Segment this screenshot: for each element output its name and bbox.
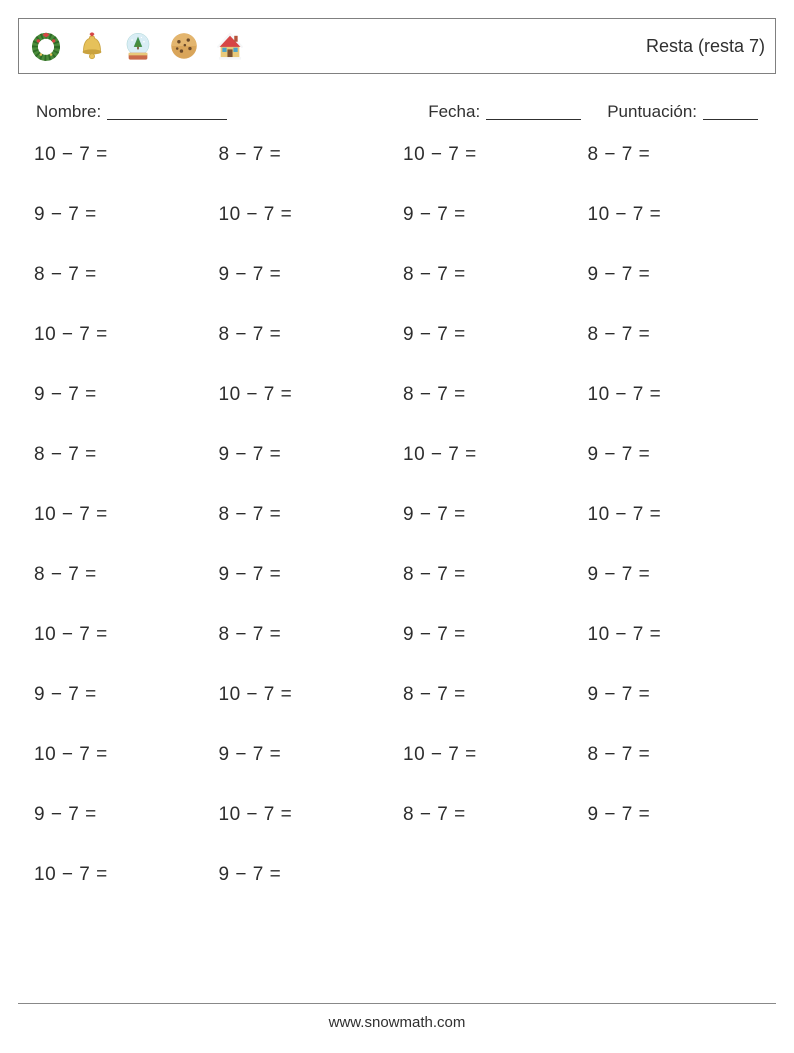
problem: 9 − 7 = (219, 444, 392, 466)
problem: 8 − 7 = (403, 804, 576, 826)
problem: 8 − 7 = (403, 264, 576, 286)
worksheet-title: Resta (resta 7) (646, 36, 765, 57)
problem: 9 − 7 = (588, 264, 761, 286)
problem: 10 − 7 = (219, 384, 392, 406)
problem: 9 − 7 = (588, 564, 761, 586)
problem: 10 − 7 = (588, 624, 761, 646)
problem: 8 − 7 = (588, 144, 761, 166)
problem: 8 − 7 = (219, 144, 392, 166)
problem: 9 − 7 = (34, 204, 207, 226)
problem: 10 − 7 = (403, 444, 576, 466)
meta-name: Nombre: (36, 100, 227, 122)
problem: 9 − 7 = (588, 444, 761, 466)
problem: 9 − 7 = (219, 744, 392, 766)
problem: 8 − 7 = (34, 444, 207, 466)
problem: 8 − 7 = (403, 684, 576, 706)
problem: 10 − 7 = (34, 504, 207, 526)
header-box: Resta (resta 7) (18, 18, 776, 74)
problem: 9 − 7 = (34, 384, 207, 406)
bell-icon (75, 29, 109, 63)
meta-right: Fecha: Puntuación: (428, 100, 758, 122)
problem: 9 − 7 = (219, 264, 392, 286)
problem: 9 − 7 = (588, 804, 761, 826)
name-blank (107, 103, 227, 120)
score-label: Puntuación: (607, 102, 697, 122)
problem: 8 − 7 = (403, 564, 576, 586)
date-label: Fecha: (428, 102, 480, 122)
problems-grid: 10 − 7 = 8 − 7 = 10 − 7 = 8 − 7 = 9 − 7 = 10 … (34, 144, 760, 886)
problem: 8 − 7 = (34, 264, 207, 286)
date-blank (486, 103, 581, 120)
problem: 9 − 7 = (34, 804, 207, 826)
name-label: Nombre: (36, 102, 101, 122)
house-icon (213, 29, 247, 63)
problem: 8 − 7 = (588, 744, 761, 766)
problem: 10 − 7 = (34, 624, 207, 646)
worksheet-page: Resta (resta 7) Nombre: Fecha: Puntuació… (0, 0, 794, 1053)
problem: 8 − 7 = (219, 324, 392, 346)
problem: 9 − 7 = (403, 504, 576, 526)
problem: 10 − 7 = (34, 864, 207, 886)
cookie-icon (167, 29, 201, 63)
problem: 9 − 7 = (219, 864, 392, 886)
problem: 10 − 7 = (219, 684, 392, 706)
problem: 10 − 7 = (588, 204, 761, 226)
problem: 9 − 7 = (403, 204, 576, 226)
problem: 9 − 7 = (588, 684, 761, 706)
problem: 10 − 7 = (403, 144, 576, 166)
problem: 9 − 7 = (219, 564, 392, 586)
problem: 10 − 7 = (34, 324, 207, 346)
problem: 10 − 7 = (403, 744, 576, 766)
meta-row: Nombre: Fecha: Puntuación: (36, 100, 758, 122)
header-icons (29, 29, 247, 63)
problem: 9 − 7 = (403, 624, 576, 646)
snowglobe-icon (121, 29, 155, 63)
problem: 10 − 7 = (588, 504, 761, 526)
score-blank (703, 103, 758, 120)
wreath-icon (29, 29, 63, 63)
footer-url: www.snowmath.com (329, 1014, 466, 1031)
problem: 8 − 7 = (219, 504, 392, 526)
problem: 10 − 7 = (34, 144, 207, 166)
problem: 10 − 7 = (588, 384, 761, 406)
problem: 8 − 7 = (588, 324, 761, 346)
footer: www.snowmath.com (18, 1003, 776, 1031)
problem: 9 − 7 = (403, 324, 576, 346)
problem: 10 − 7 = (219, 804, 392, 826)
problem: 10 − 7 = (219, 204, 392, 226)
problem: 8 − 7 = (403, 384, 576, 406)
problem: 10 − 7 = (34, 744, 207, 766)
problem: 9 − 7 = (34, 684, 207, 706)
problem: 8 − 7 = (219, 624, 392, 646)
problem: 8 − 7 = (34, 564, 207, 586)
